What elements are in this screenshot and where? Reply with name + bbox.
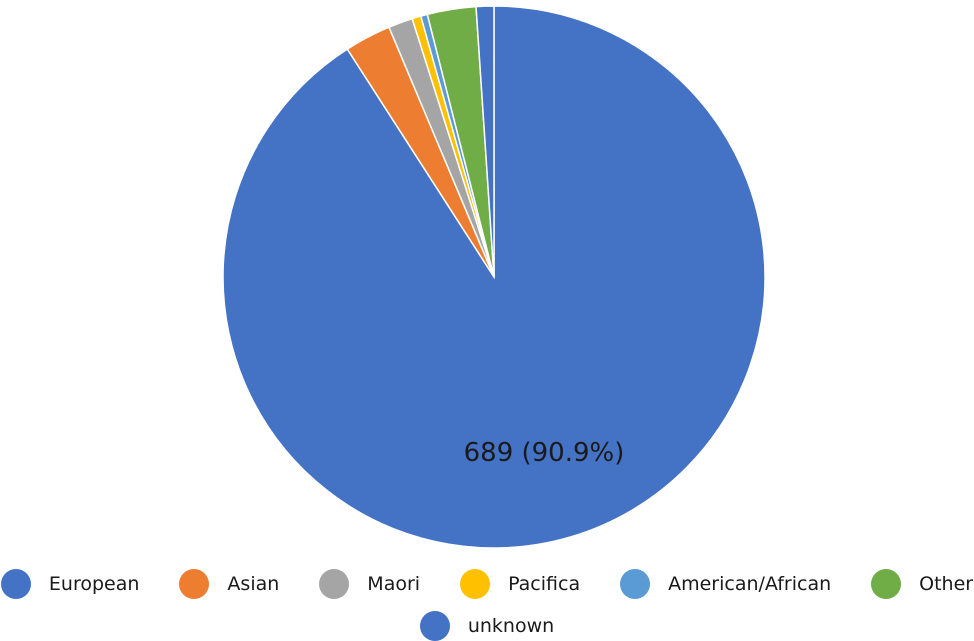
legend: European Asian Maori Pacifica American/Afric… [0, 566, 974, 641]
pie-slice-unknown [475, 5, 495, 278]
legend-swatch-icon [179, 569, 210, 599]
legend-row: European Asian Maori Pacifica American/Afric… [0, 566, 974, 602]
legend-swatch-icon [460, 569, 491, 599]
legend-item-unknown: unknown [419, 608, 555, 641]
legend-label: unknown [467, 615, 555, 637]
legend-swatch-icon [419, 611, 450, 641]
legend-label: Other [919, 573, 974, 595]
legend-label: American/African [668, 573, 832, 595]
legend-swatch-icon [319, 569, 350, 599]
legend-item-other: Other [871, 566, 973, 602]
legend-item-european: European [0, 566, 140, 602]
legend-label: Pacifica [508, 573, 581, 595]
data-label-european: 689 (90.9%) [464, 438, 625, 468]
legend-swatch-icon [0, 569, 31, 599]
legend-item-maori: Maori [319, 566, 420, 602]
legend-item-asian: Asian [179, 566, 279, 602]
legend-label: Asian [227, 573, 280, 595]
legend-row: unknown [0, 608, 974, 641]
pie-slices [222, 5, 766, 549]
legend-item-pacifica: Pacifica [460, 566, 580, 602]
pie-data-labels: 689 (90.9%) [464, 438, 625, 468]
legend-swatch-icon [620, 569, 651, 599]
legend-label: European [48, 573, 140, 595]
legend-item-american-african: American/African [620, 566, 831, 602]
legend-swatch-icon [871, 569, 902, 599]
legend-label: Maori [367, 573, 421, 595]
